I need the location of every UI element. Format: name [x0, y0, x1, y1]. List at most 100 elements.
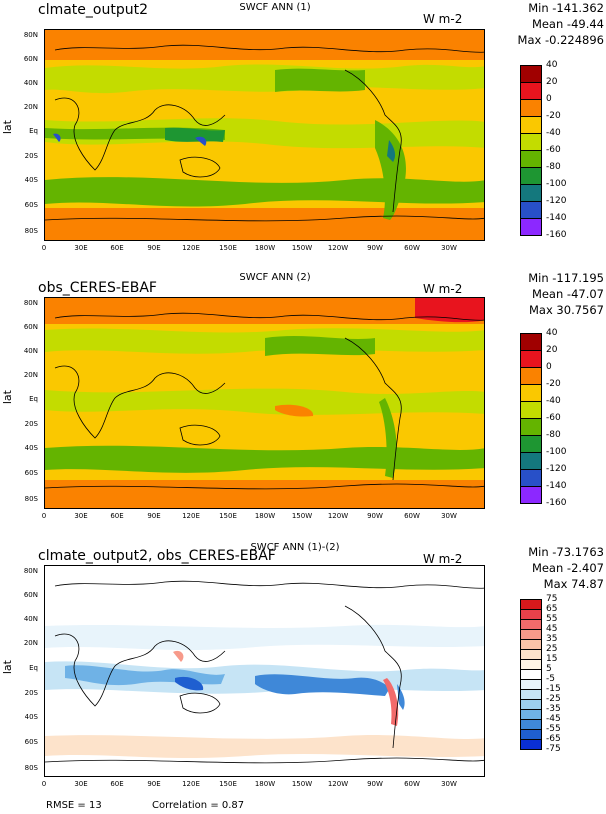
correlation-label: Correlation = 0.87: [152, 800, 245, 811]
lat-tick: 80S: [24, 227, 38, 235]
colorbar-swatch: [520, 116, 542, 134]
colorbar-swatch: [520, 739, 542, 750]
lat-tick: 60N: [23, 323, 38, 331]
lat-tick: Eq: [29, 127, 38, 135]
map-field: [45, 566, 484, 776]
rmse-label: RMSE = 13: [46, 800, 102, 811]
stat-min: Min -117.195: [528, 271, 604, 285]
colorbar-label: -160: [546, 498, 567, 508]
lon-tick: 150E: [219, 512, 237, 520]
stat-max: Max -0.224896: [517, 33, 604, 47]
lat-tick: 20N: [23, 371, 38, 379]
colorbar-label: 20: [546, 77, 558, 87]
lon-tick: 60W: [404, 780, 420, 788]
lon-tick: 120E: [182, 512, 200, 520]
colorbar-label: -40: [546, 128, 561, 138]
colorbar-swatch: [520, 350, 542, 368]
panel-title: clmate_output2, obs_CERES-EBAF: [38, 548, 276, 564]
stat-max: Max 30.7567: [529, 303, 604, 317]
panel-title: clmate_output2: [38, 2, 148, 18]
stat-max: Max 74.87: [543, 577, 604, 591]
stat-mean: Mean -2.407: [531, 561, 604, 575]
colorbar-swatch: [520, 218, 542, 236]
lon-tick: 0: [41, 244, 47, 252]
lon-tick: 150E: [219, 780, 237, 788]
colorbar: [520, 333, 542, 504]
lon-tick: 60W: [404, 512, 420, 520]
map-plot: [44, 297, 485, 509]
colorbar-label: -45: [546, 714, 561, 724]
colorbar-label: -120: [546, 464, 567, 474]
stat-mean: Mean -49.44: [531, 17, 604, 31]
lon-tick: 120W: [327, 244, 349, 252]
panel-difference: clmate_output2, obs_CERES-EBAF SWCF ANN …: [0, 540, 606, 808]
colorbar-label: -15: [546, 684, 561, 694]
lon-tick: 90E: [147, 512, 161, 520]
panel-title: obs_CERES-EBAF: [38, 280, 157, 296]
lon-tick: 120W: [327, 780, 349, 788]
lon-tick: 90W: [367, 780, 383, 788]
panel-subtitle: SWCF ANN (2): [239, 272, 311, 283]
colorbar-label: -160: [546, 230, 567, 240]
units-label: W m-2: [423, 12, 463, 26]
colorbar-label: 25: [546, 644, 558, 654]
colorbar-label: -65: [546, 734, 561, 744]
panel-subtitle: SWCF ANN (1): [239, 2, 311, 13]
colorbar-label: -35: [546, 704, 561, 714]
colorbar-label: 65: [546, 604, 558, 614]
lon-tick: 120E: [182, 244, 200, 252]
colorbar-label: -75: [546, 744, 561, 754]
colorbar-label: -100: [546, 179, 567, 189]
colorbar-label: -120: [546, 196, 567, 206]
lat-tick: 80N: [23, 567, 38, 575]
colorbar-swatch: [520, 333, 542, 351]
map-field: [45, 30, 484, 240]
map-plot: [44, 565, 485, 777]
lon-tick: 120E: [182, 780, 200, 788]
lon-tick: 60E: [110, 512, 124, 520]
panel-obs: obs_CERES-EBAF SWCF ANN (2) W m-2 Min -1…: [0, 270, 606, 538]
colorbar-swatch: [520, 201, 542, 219]
lon-tick: 150E: [219, 244, 237, 252]
lat-tick: 40N: [23, 347, 38, 355]
stat-min: Min -141.362: [528, 1, 604, 15]
stats-box: Min -73.1763 Mean -2.407 Max 74.87: [488, 544, 604, 592]
colorbar-label: -20: [546, 111, 561, 121]
lat-tick: 60S: [24, 201, 38, 209]
colorbar-swatch: [520, 452, 542, 470]
colorbar-swatch: [520, 435, 542, 453]
colorbar-label: -5: [546, 674, 555, 684]
colorbar-label: 0: [546, 94, 552, 104]
colorbar-label: -140: [546, 213, 567, 223]
colorbar-label: 0: [546, 362, 552, 372]
lon-tick: 30E: [74, 780, 88, 788]
lat-tick: 60S: [24, 738, 38, 746]
colorbar-swatch: [520, 65, 542, 83]
colorbar-label: 20: [546, 345, 558, 355]
colorbar-swatch: [520, 184, 542, 202]
lon-tick: 60W: [404, 244, 420, 252]
colorbar-label: 75: [546, 594, 558, 604]
lon-tick: 150W: [291, 780, 313, 788]
units-label: W m-2: [423, 552, 463, 566]
colorbar-swatch: [520, 486, 542, 504]
lat-tick: 80N: [23, 31, 38, 39]
colorbar-label: -80: [546, 162, 561, 172]
colorbar-label: -100: [546, 447, 567, 457]
colorbar-label: -80: [546, 430, 561, 440]
lat-tick: 40N: [23, 615, 38, 623]
colorbar-swatch: [520, 401, 542, 419]
lat-tick: 20S: [24, 152, 38, 160]
lon-tick: 30W: [441, 512, 457, 520]
lon-tick: 30E: [74, 244, 88, 252]
lat-tick: 40N: [23, 79, 38, 87]
colorbar-label: 55: [546, 614, 558, 624]
lon-tick: 60E: [110, 244, 124, 252]
lat-tick: Eq: [29, 664, 38, 672]
lon-tick: 30E: [74, 512, 88, 520]
lon-tick: 90E: [147, 780, 161, 788]
stat-mean: Mean -47.07: [531, 287, 604, 301]
lon-tick: 0: [41, 512, 47, 520]
colorbar-swatch: [520, 167, 542, 185]
lat-tick: 40S: [24, 713, 38, 721]
